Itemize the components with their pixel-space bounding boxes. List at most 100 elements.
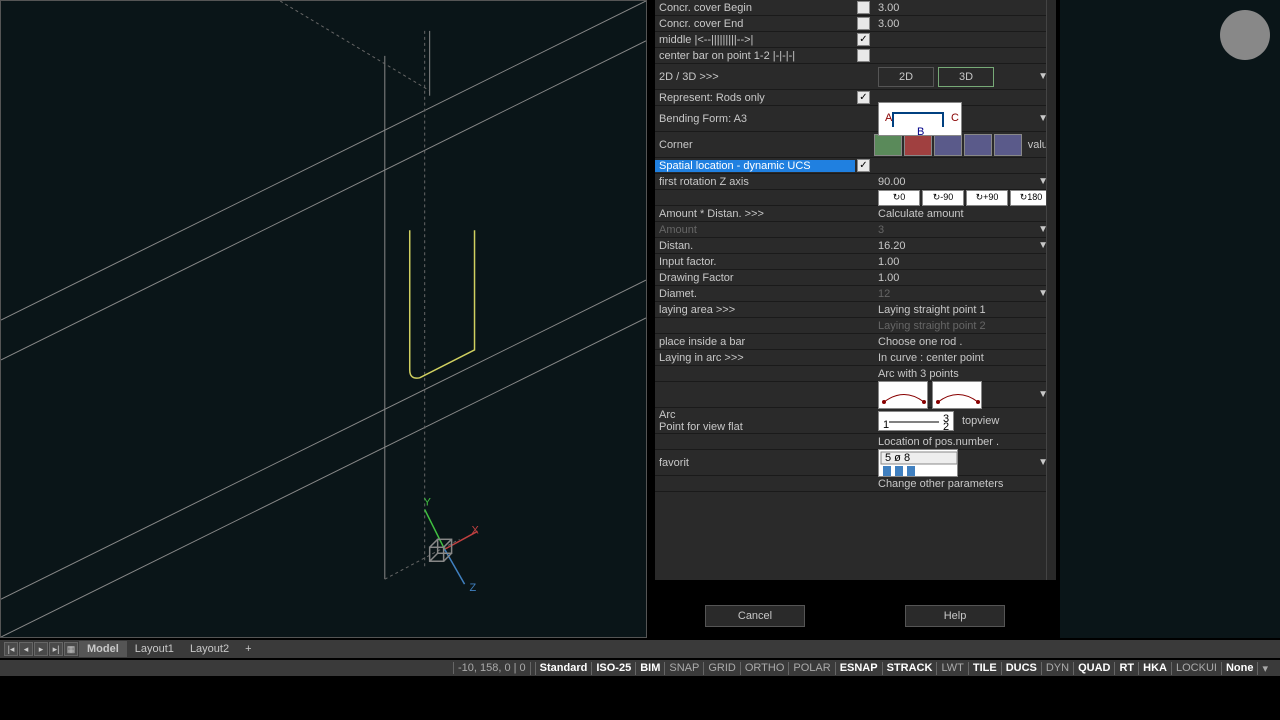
secondary-viewport[interactable] [1060,0,1280,638]
favorit-preview[interactable]: 5 ø 8 [878,449,958,477]
help-button[interactable]: Help [905,605,1005,627]
tab-next-icon[interactable]: ▸ [34,642,48,656]
status-hka[interactable]: HKA [1138,662,1171,675]
status-lwt[interactable]: LWT [936,662,967,675]
property-label: Amount * Distan. >>> [655,208,855,220]
svg-text:1: 1 [883,419,889,431]
properties-panel: Concr. cover Begin 3.00 Concr. cover End 3.… [655,0,1055,580]
rotate--90-button[interactable]: ↻-90 [922,190,964,206]
tab-add[interactable]: + [237,641,259,657]
property-value: Calculate amount [872,208,1054,220]
svg-text:B: B [917,126,924,137]
bending-form-preview[interactable]: ACB [878,102,962,136]
rotate-+90-button[interactable]: ↻+90 [966,190,1008,206]
status-ducs[interactable]: DUCS [1001,662,1041,675]
status-none[interactable]: None [1221,662,1258,675]
property-value[interactable]: Laying straight point 2 [872,320,1054,332]
arc-option-1[interactable] [932,381,982,409]
property-checkbox[interactable]: ✓ [857,91,870,104]
property-label: favorit [655,457,855,469]
tab-first-icon[interactable]: |◂ [4,642,18,656]
property-value: 1.00 [872,256,1054,268]
status-standard[interactable]: Standard [535,662,592,675]
property-label: Concr. cover Begin [655,2,855,14]
drawing-viewport[interactable]: X Y Z [0,0,647,638]
property-label: Concr. cover End [655,18,855,30]
property-value[interactable]: Change other parameters [872,478,1054,490]
rotate-0-button[interactable]: ↻0 [878,190,920,206]
status-snap[interactable]: SNAP [664,662,703,675]
status-quad[interactable]: QUAD [1073,662,1114,675]
status-bar: -10, 158, 0 | 0 StandardISO-25BIMSNAPGRI… [0,660,1280,676]
status-dropdown-icon[interactable]: ▾ [1257,662,1272,675]
tab-grid-icon[interactable]: ▦ [64,642,78,656]
property-label: Spatial location - dynamic UCS [655,160,855,172]
property-checkbox[interactable] [857,17,870,30]
property-value: 132topview [872,411,1054,431]
status-esnap[interactable]: ESNAP [835,662,882,675]
arc-option-0[interactable] [878,381,928,409]
property-value[interactable]: In curve : center point [872,352,1054,364]
property-label: Diamet. [655,288,855,300]
tab-layout1[interactable]: Layout1 [127,641,182,657]
property-label: laying area >>> [655,304,855,316]
property-checkbox[interactable]: ✓ [857,159,870,172]
svg-text:Z: Z [470,582,477,594]
svg-text:5 ø 8: 5 ø 8 [885,452,910,464]
status-iso-25[interactable]: ISO-25 [591,662,635,675]
btn-3d-button[interactable]: 3D [938,67,994,87]
property-label: Bending Form: A3 [655,113,855,125]
property-value: ▼ [872,381,1054,409]
property-value: 5 ø 8▼ [872,449,1054,477]
property-label: Distan. [655,240,855,252]
property-value: 3.00 [872,2,1054,14]
property-label: middle |<--|||||||||-->| [655,34,855,46]
coords-readout: -10, 158, 0 | 0 [453,662,530,674]
property-value: ↻0↻-90↻+90↻180 [872,190,1054,206]
status-tile[interactable]: TILE [968,662,1001,675]
property-checkbox[interactable]: ✓ [857,33,870,46]
tab-layout2[interactable]: Layout2 [182,641,237,657]
property-checkbox[interactable] [857,1,870,14]
layout-tabs: |◂ ◂ ▸ ▸| ▦ Model Layout1 Layout2 + [0,640,1280,658]
property-checkbox[interactable] [857,49,870,62]
svg-text:C: C [951,112,959,124]
tab-prev-icon[interactable]: ◂ [19,642,33,656]
property-label: Amount [655,224,855,236]
property-label: Laying in arc >>> [655,352,855,364]
property-value[interactable]: Laying straight point 1 [872,304,1054,316]
status-lockui[interactable]: LOCKUI [1171,662,1221,675]
property-label: Input factor. [655,256,855,268]
property-label: Represent: Rods only [655,92,855,104]
property-label: 2D / 3D >>> [655,71,855,83]
btn-2d-button[interactable]: 2D [878,67,934,87]
property-label: place inside a bar [655,336,855,348]
panel-scrollbar[interactable] [1046,0,1056,580]
status-bim[interactable]: BIM [635,662,664,675]
property-label: center bar on point 1-2 |-|-|-| [655,50,855,62]
property-value: ACB▼ [872,102,1054,136]
tab-last-icon[interactable]: ▸| [49,642,63,656]
corner-option-3[interactable] [964,134,992,156]
property-label: first rotation Z axis [655,176,855,188]
property-value[interactable]: Arc with 3 points [872,368,1054,380]
corner-option-4[interactable] [994,134,1022,156]
status-grid[interactable]: GRID [703,662,740,675]
status-ortho[interactable]: ORTHO [740,662,789,675]
property-value[interactable]: Choose one rod . [872,336,1054,348]
property-value: 12▼ [872,288,1054,300]
property-value[interactable]: Location of pos.number . [872,436,1054,448]
tab-model[interactable]: Model [79,641,127,657]
svg-text:Y: Y [424,496,432,508]
status-rt[interactable]: RT [1114,662,1138,675]
flat-view-preview[interactable]: 132 [878,411,954,431]
status-strack[interactable]: STRACK [882,662,937,675]
cancel-button[interactable]: Cancel [705,605,805,627]
property-value: 1.00 [872,272,1054,284]
property-value: 3.00 [872,18,1054,30]
property-label: Drawing Factor [655,272,855,284]
view-compass[interactable] [1220,10,1270,60]
status-dyn[interactable]: DYN [1041,662,1073,675]
status-polar[interactable]: POLAR [788,662,834,675]
svg-text:X: X [472,524,480,536]
